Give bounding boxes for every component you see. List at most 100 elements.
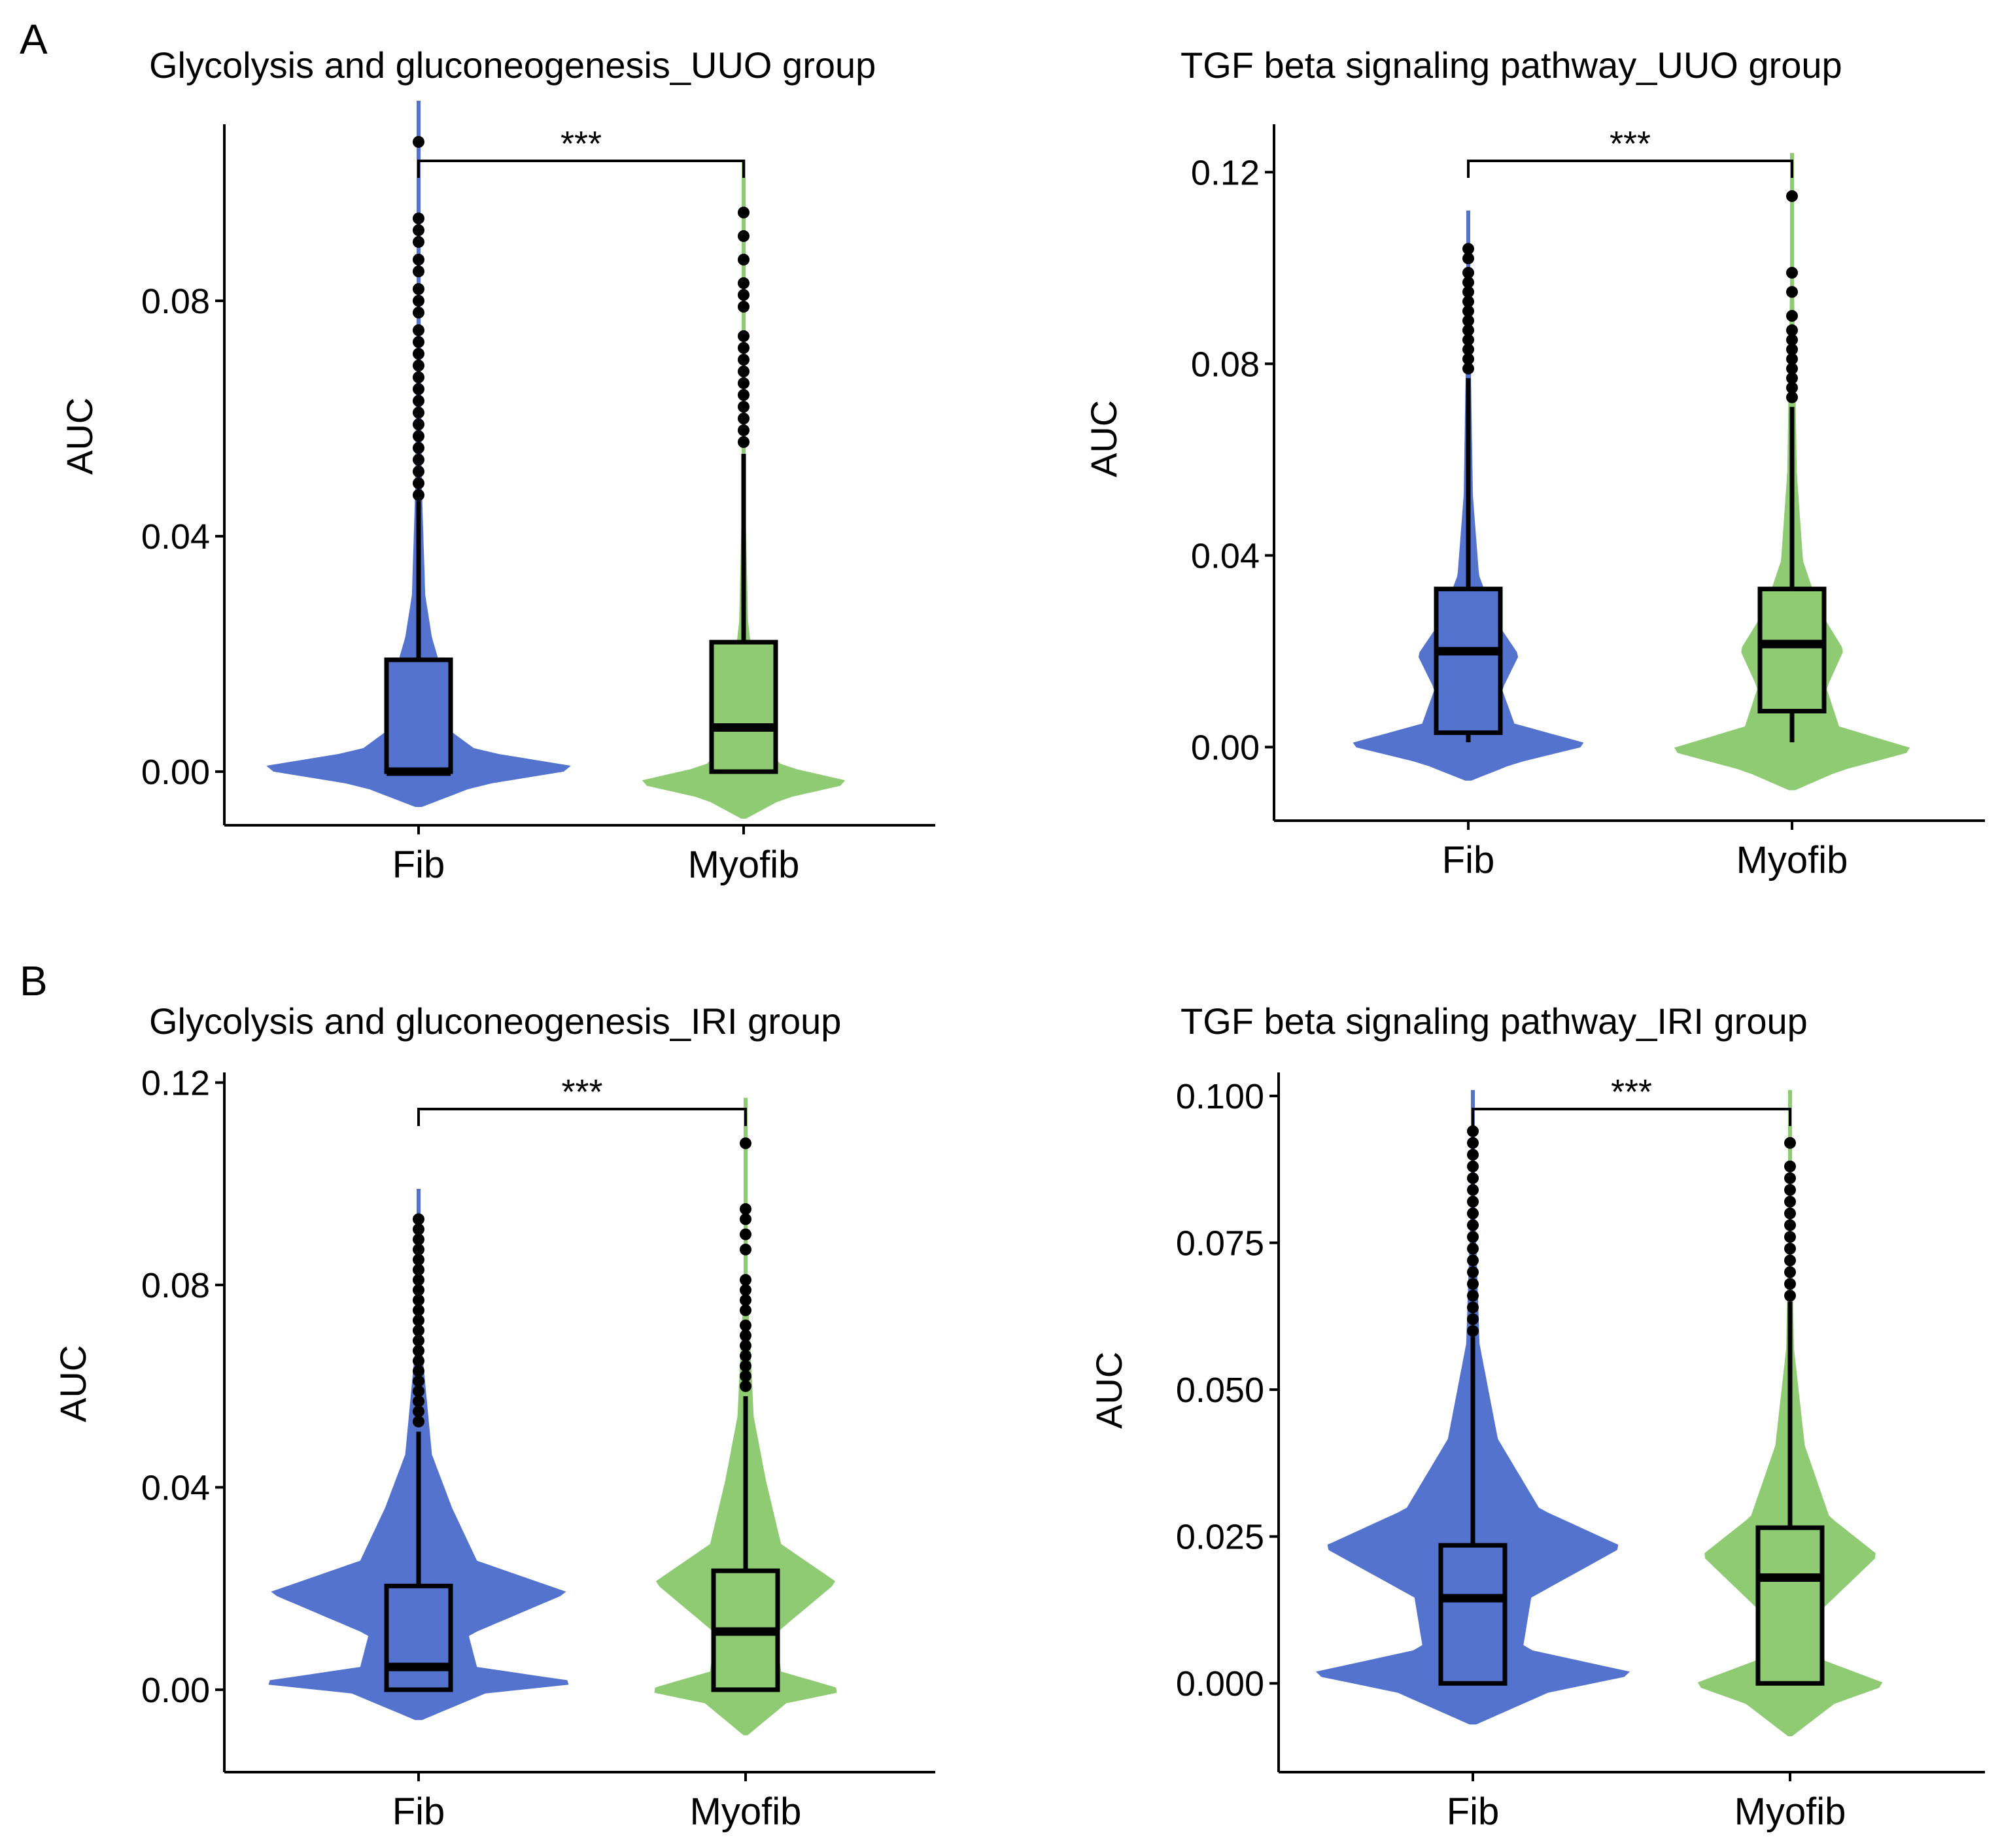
outlier-point [413, 383, 424, 395]
outlier-point [413, 1314, 424, 1327]
x-tick-label: Fib [1447, 1790, 1500, 1833]
outlier-point [1786, 334, 1798, 346]
outlier-point [413, 324, 424, 336]
outlier-point [1462, 362, 1474, 375]
outlier-point [1467, 1325, 1479, 1337]
outlier-point [1467, 1195, 1479, 1208]
y-tick-label: 0.12 [1191, 153, 1260, 192]
outlier-point [1786, 391, 1798, 403]
outlier-point [413, 442, 424, 454]
outlier-point [1467, 1278, 1479, 1290]
outlier-point [413, 1284, 424, 1296]
outlier-point [740, 1274, 751, 1286]
outlier-point [740, 1137, 751, 1150]
x-tick-label: Myofib [688, 844, 800, 886]
outlier-point [738, 424, 750, 436]
chart-title: Glycolysis and gluconeogenesis_UUO group [149, 44, 876, 86]
outlier-point [1784, 1172, 1796, 1184]
outlier-point [413, 430, 424, 442]
outlier-point [413, 336, 424, 348]
y-tick-label: 0.08 [1191, 345, 1260, 384]
outlier-point [1784, 1184, 1796, 1196]
outlier-point [738, 366, 750, 377]
outlier-point [413, 1415, 424, 1428]
outlier-point [738, 342, 750, 354]
outlier-point [413, 1375, 424, 1387]
y-tick-label: 0.100 [1176, 1077, 1264, 1116]
outlier-point [413, 236, 424, 248]
y-tick-label: 0.025 [1176, 1518, 1264, 1557]
outlier-point [413, 1365, 424, 1377]
outlier-point [1467, 1313, 1479, 1326]
outlier-point [1467, 1125, 1479, 1137]
box-myofib [1757, 587, 1827, 713]
significance-label: *** [1610, 124, 1651, 163]
outlier-point [740, 1203, 751, 1215]
box-myofib [709, 640, 778, 774]
outlier-point [413, 371, 424, 383]
outlier-point [1467, 1219, 1479, 1231]
outlier-point [413, 1254, 424, 1266]
outlier-point [1784, 1231, 1796, 1243]
outlier-point [1462, 305, 1474, 317]
y-tick-label: 0.00 [141, 1671, 210, 1710]
outlier-point [738, 377, 750, 389]
outlier-point [740, 1370, 751, 1382]
outlier-point [413, 407, 424, 419]
outlier-point [738, 230, 750, 242]
outlier-point [1784, 1160, 1796, 1172]
outlier-point [740, 1284, 751, 1296]
significance-label: *** [1611, 1072, 1652, 1112]
outlier-point [740, 1339, 751, 1352]
outlier-point [738, 401, 750, 413]
outlier-point [1462, 267, 1474, 279]
outlier-point [413, 419, 424, 430]
outlier-point [740, 1360, 751, 1372]
outlier-point [738, 389, 750, 401]
outlier-point [1786, 310, 1798, 322]
outlier-point [413, 213, 424, 224]
box-fib [1434, 587, 1503, 735]
outlier-point [740, 1380, 751, 1392]
outlier-point [1462, 243, 1474, 255]
y-tick-label: 0.04 [1191, 536, 1260, 575]
outlier-point [413, 1304, 424, 1316]
outlier-point [1467, 1301, 1479, 1314]
y-tick-label: 0.12 [141, 1063, 210, 1103]
panel-letter-b: B [20, 957, 48, 1004]
outlier-point [740, 1329, 751, 1342]
outlier-point [740, 1304, 751, 1316]
outlier-point [413, 1274, 424, 1286]
x-tick-label: Fib [392, 844, 445, 886]
outlier-point [740, 1294, 751, 1307]
outlier-point [740, 1319, 751, 1331]
outlier-point [1784, 1219, 1796, 1231]
outlier-point [1467, 1172, 1479, 1184]
outlier-point [413, 1324, 424, 1337]
y-tick-label: 0.050 [1176, 1371, 1264, 1410]
outlier-point [1467, 1184, 1479, 1196]
y-tick-label: 0.00 [141, 753, 210, 792]
x-tick-label: Fib [392, 1790, 445, 1833]
outlier-point [1784, 1278, 1796, 1290]
outlier-point [413, 224, 424, 236]
outlier-point [1784, 1266, 1796, 1278]
outlier-point [740, 1213, 751, 1225]
significance-bracket [1467, 160, 1793, 178]
significance-bracket [417, 160, 745, 178]
significance-bracket [1472, 1108, 1791, 1126]
outlier-point [413, 307, 424, 318]
outlier-point [1462, 296, 1474, 308]
significance-bracket [417, 1108, 747, 1126]
outlier-point [740, 1228, 751, 1241]
y-tick-label: 0.04 [141, 1468, 210, 1507]
outlier-point [413, 283, 424, 295]
outlier-point [1786, 286, 1798, 298]
outlier-point [413, 1405, 424, 1418]
outlier-point [1467, 1231, 1479, 1243]
y-tick-label: 0.08 [141, 1266, 210, 1305]
outlier-point [413, 1263, 424, 1276]
